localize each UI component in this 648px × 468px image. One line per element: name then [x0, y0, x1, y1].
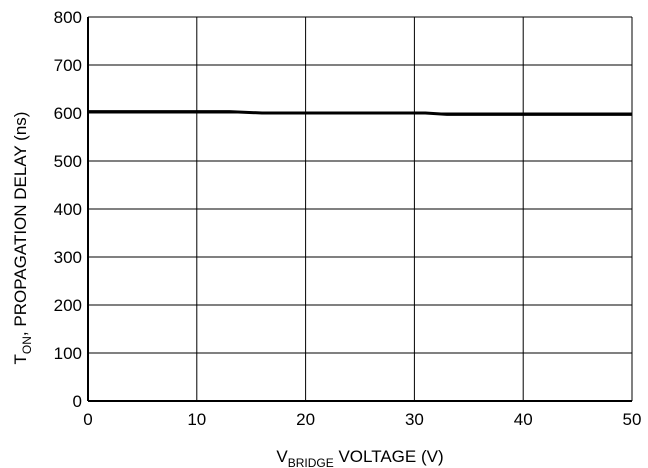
- x-tick-label: 10: [187, 410, 206, 429]
- x-tick-label: 30: [405, 410, 424, 429]
- y-axis-title-sub: ON: [20, 336, 34, 354]
- x-tick-label: 20: [296, 410, 315, 429]
- y-tick-label: 700: [54, 56, 82, 75]
- y-tick-label: 100: [54, 344, 82, 363]
- x-axis-title-rest: VOLTAGE (V): [334, 447, 444, 466]
- y-axis-title-main: T: [11, 354, 30, 364]
- x-tick-label: 0: [83, 410, 92, 429]
- y-tick-label: 500: [54, 152, 82, 171]
- y-tick-label: 0: [73, 392, 82, 411]
- y-tick-label: 200: [54, 296, 82, 315]
- y-axis-title: TON, PROPAGATION DELAY (ns): [11, 112, 34, 365]
- series-line: [88, 110, 632, 116]
- x-tick-label: 50: [623, 410, 642, 429]
- x-tick-labels: 0 10 20 30 40 50: [83, 410, 641, 429]
- y-tick-label: 300: [54, 248, 82, 267]
- x-axis-title-main: V: [276, 447, 288, 466]
- y-tick-label: 800: [54, 8, 82, 27]
- y-tick-label: 400: [54, 200, 82, 219]
- x-tick-label: 40: [514, 410, 533, 429]
- series-layer: [88, 110, 632, 116]
- y-axis-title-rest: , PROPAGATION DELAY (ns): [11, 112, 30, 337]
- grid: [87, 16, 633, 402]
- x-axis-title: VBRIDGE VOLTAGE (V): [276, 447, 443, 468]
- y-tick-label: 600: [54, 104, 82, 123]
- y-tick-labels: 0 100 200 300 400 500 600 700 800: [54, 8, 82, 411]
- x-axis-title-sub: BRIDGE: [288, 456, 334, 468]
